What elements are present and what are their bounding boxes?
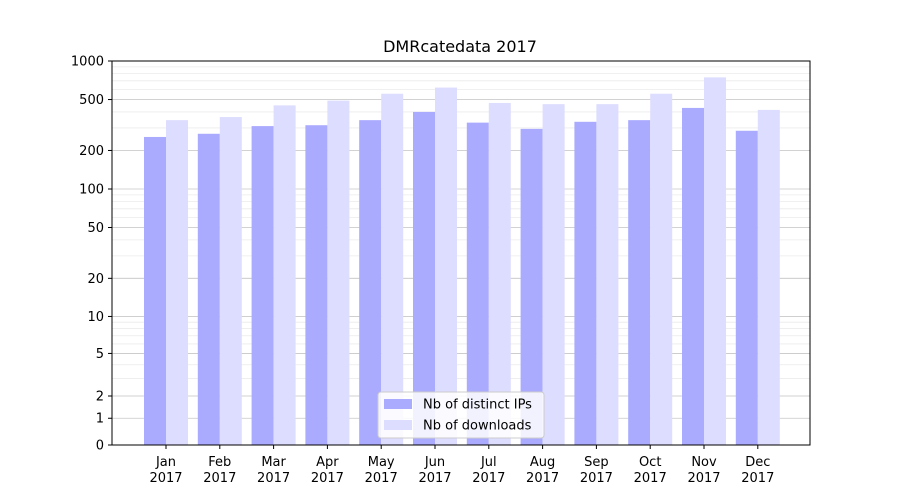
bar-distinct-ips-sep bbox=[574, 121, 597, 445]
bar-distinct-ips-apr bbox=[305, 125, 328, 446]
bar-downloads-feb bbox=[219, 117, 242, 445]
x-tick-label-month: Feb bbox=[208, 455, 231, 470]
legend-swatch bbox=[384, 399, 412, 409]
bar-distinct-ips-nov bbox=[682, 107, 704, 446]
x-tick-label-year: 2017 bbox=[311, 471, 344, 486]
x-tick-label-year: 2017 bbox=[634, 471, 667, 486]
bar-downloads-jun bbox=[435, 87, 457, 446]
chart-title: DMRcatedata 2017 bbox=[383, 37, 537, 56]
y-tick-label: 5 bbox=[96, 347, 104, 362]
x-tick-label-month: Nov bbox=[691, 455, 717, 470]
y-tick-label: 1000 bbox=[71, 55, 104, 70]
bar-downloads-may bbox=[381, 93, 404, 445]
y-tick-label: 1 bbox=[96, 412, 104, 427]
bar-distinct-ips-dec bbox=[735, 130, 758, 445]
x-tick-label-year: 2017 bbox=[687, 471, 720, 486]
x-tick-label-year: 2017 bbox=[149, 471, 182, 486]
y-tick-label: 2 bbox=[96, 390, 104, 405]
x-tick-label-year: 2017 bbox=[365, 471, 398, 486]
x-tick-label-month: Jun bbox=[424, 455, 445, 470]
bar-downloads-jul bbox=[488, 102, 511, 445]
x-tick-label-year: 2017 bbox=[526, 471, 559, 486]
y-tick-label: 500 bbox=[79, 93, 104, 108]
bar-distinct-ips-feb bbox=[197, 133, 220, 445]
legend-box bbox=[377, 391, 545, 439]
bar-downloads-nov bbox=[704, 77, 726, 445]
plot-frame bbox=[111, 60, 811, 446]
x-tick-label-month: Jan bbox=[155, 455, 176, 470]
x-tick-label-year: 2017 bbox=[418, 471, 451, 486]
x-axis: Jan2017Feb2017Mar2017Apr2017May2017Jun20… bbox=[149, 445, 774, 486]
x-tick-label-month: Oct bbox=[639, 455, 661, 470]
bar-downloads-oct bbox=[650, 93, 673, 445]
x-tick-label-month: Jul bbox=[480, 455, 497, 470]
bar-distinct-ips-jun bbox=[413, 111, 435, 445]
legend-label: Nb of downloads bbox=[423, 419, 532, 434]
bar-downloads-apr bbox=[327, 100, 350, 445]
y-tick-label: 20 bbox=[87, 272, 104, 287]
y-tick-label: 10 bbox=[87, 310, 104, 325]
y-axis: 0 1 2 5 10 20 50 100 200 500 1000 bbox=[71, 55, 112, 454]
legend-swatch bbox=[384, 420, 412, 430]
bar-distinct-ips-jan bbox=[144, 136, 166, 446]
bar-distinct-ips-may bbox=[359, 120, 382, 445]
legend-label: Nb of distinct IPs bbox=[423, 398, 532, 413]
y-tick-label: 100 bbox=[79, 182, 104, 197]
bar-downloads-dec bbox=[757, 109, 780, 445]
x-tick-label-year: 2017 bbox=[580, 471, 613, 486]
x-tick-label-year: 2017 bbox=[472, 471, 505, 486]
bar-downloads-sep bbox=[596, 104, 619, 446]
x-tick-label-month: Apr bbox=[316, 455, 339, 470]
bar-downloads-aug bbox=[542, 104, 565, 446]
x-tick-label-year: 2017 bbox=[257, 471, 290, 486]
legend: Nb of distinct IPs Nb of downloads bbox=[377, 391, 545, 439]
x-tick-label-year: 2017 bbox=[203, 471, 236, 486]
bar-downloads-jan bbox=[166, 120, 188, 445]
x-tick-label-month: Dec bbox=[745, 455, 770, 470]
y-tick-label: 200 bbox=[79, 144, 104, 159]
y-tick-label: 0 bbox=[96, 439, 104, 454]
bar-downloads-mar bbox=[273, 105, 296, 445]
bars bbox=[144, 77, 780, 446]
bar-distinct-ips-oct bbox=[628, 120, 651, 445]
x-tick-label-month: May bbox=[368, 455, 395, 470]
x-tick-label-month: Mar bbox=[261, 455, 286, 470]
bar-distinct-ips-mar bbox=[251, 126, 274, 446]
y-tick-label: 50 bbox=[87, 221, 104, 236]
bar-distinct-ips-aug bbox=[520, 128, 543, 445]
x-tick-label-month: Sep bbox=[584, 455, 609, 470]
x-tick-label-year: 2017 bbox=[741, 471, 774, 486]
x-tick-label-month: Aug bbox=[530, 455, 555, 470]
bar-distinct-ips-jul bbox=[466, 122, 489, 445]
